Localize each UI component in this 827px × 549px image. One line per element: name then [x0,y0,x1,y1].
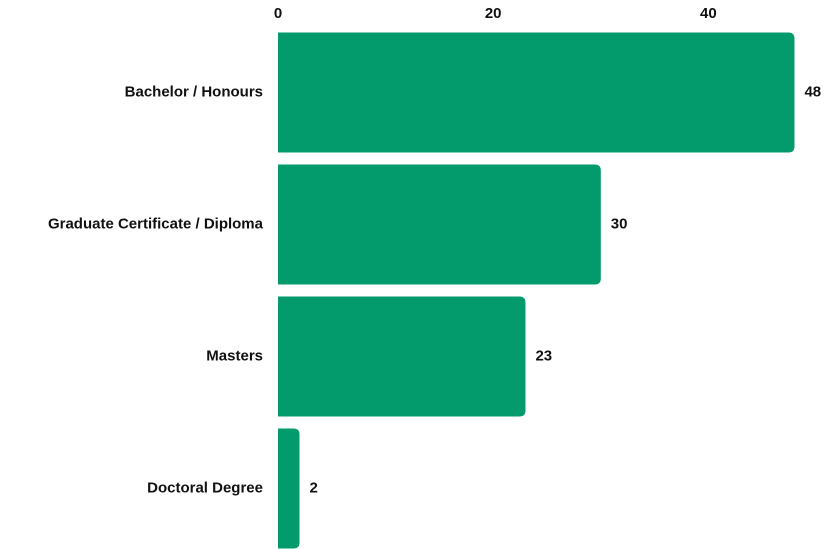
bar [278,164,601,285]
y-tick-label: Bachelor / Honours [125,83,263,100]
bar [278,32,795,153]
x-tick-label: 40 [700,5,717,22]
value-label: 48 [804,83,821,100]
x-tick-label: 20 [485,5,502,22]
bar [278,296,526,417]
x-tick-label: 0 [274,5,282,22]
value-label: 2 [310,479,318,496]
value-label: 30 [611,215,628,232]
value-label: 23 [535,347,552,364]
bar [278,428,300,549]
y-tick-label: Masters [206,347,263,364]
y-tick-label: Graduate Certificate / Diploma [48,215,264,232]
y-tick-label: Doctoral Degree [147,479,263,496]
